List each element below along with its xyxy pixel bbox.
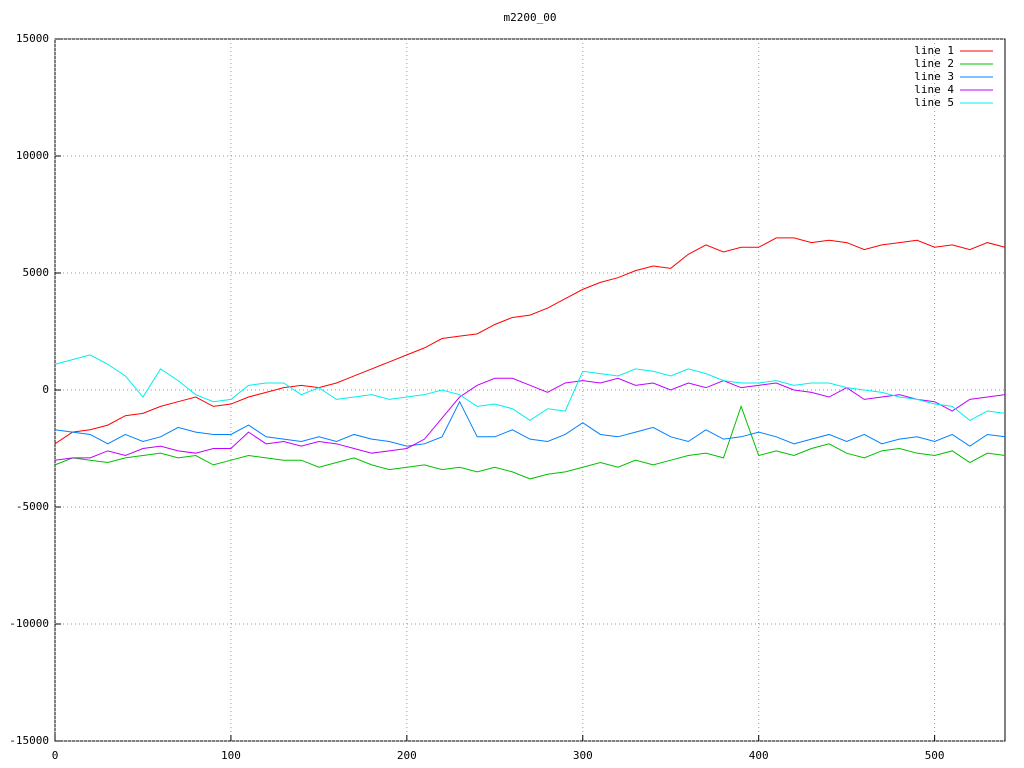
legend-label: line 1 — [914, 44, 954, 57]
legend-label: line 2 — [914, 57, 954, 70]
series-line — [54, 400, 1006, 447]
y-tick-label: -15000 — [9, 734, 49, 747]
x-tick-label: 500 — [925, 749, 945, 762]
x-tick-label: 400 — [749, 749, 769, 762]
legend-label: line 3 — [914, 70, 954, 83]
y-tick-label: 10000 — [16, 149, 49, 162]
chart-title: m2200_00 — [504, 11, 557, 24]
legend-label: line 5 — [914, 96, 954, 109]
y-tick-label: 0 — [42, 383, 49, 396]
x-tick-label: 300 — [573, 749, 593, 762]
x-tick-label: 200 — [397, 749, 417, 762]
legend-label: line 4 — [914, 83, 954, 96]
series-line — [54, 377, 1006, 461]
series-line — [54, 237, 1006, 445]
series-line — [54, 404, 1006, 480]
x-tick-label: 100 — [221, 749, 241, 762]
y-tick-label: 15000 — [16, 32, 49, 45]
y-tick-label: -10000 — [9, 617, 49, 630]
series-line — [54, 354, 1006, 422]
y-tick-label: -5000 — [16, 500, 49, 513]
x-tick-label: 0 — [52, 749, 59, 762]
y-tick-label: 5000 — [23, 266, 50, 279]
